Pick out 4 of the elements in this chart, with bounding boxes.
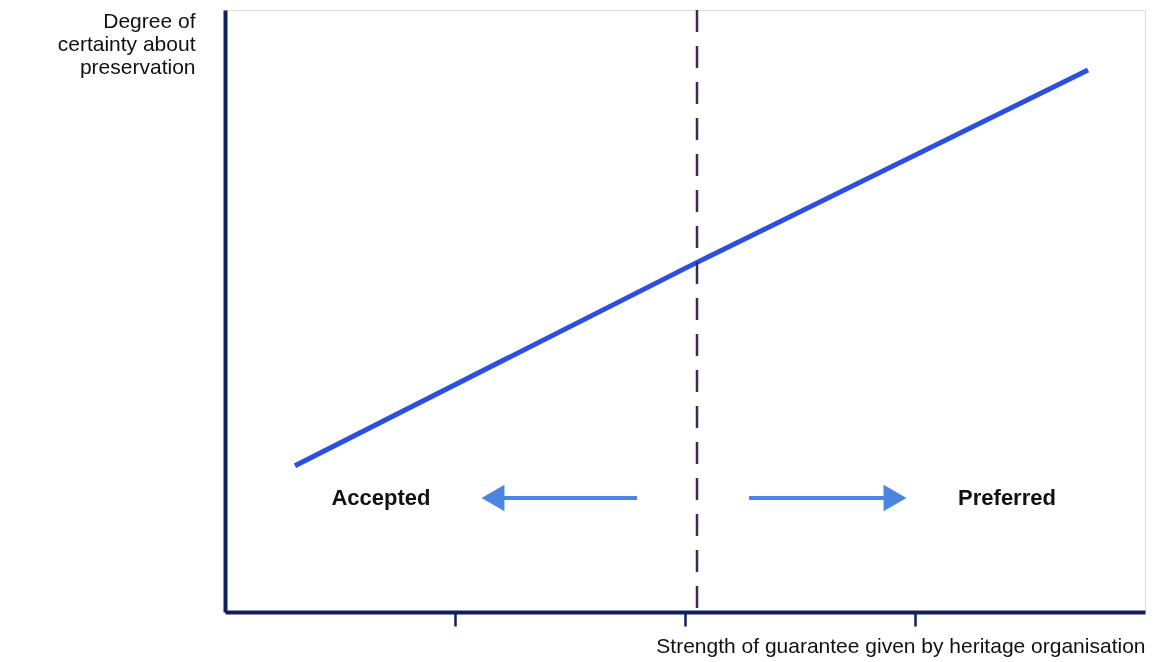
annotation: Accepted bbox=[331, 485, 431, 510]
x-axis-title: Strength of guarantee given by heritage organisation bbox=[656, 633, 1146, 657]
annotation: Preferred bbox=[958, 485, 1056, 510]
y-axis-title: Degree of certainty about preservation bbox=[57, 8, 196, 78]
